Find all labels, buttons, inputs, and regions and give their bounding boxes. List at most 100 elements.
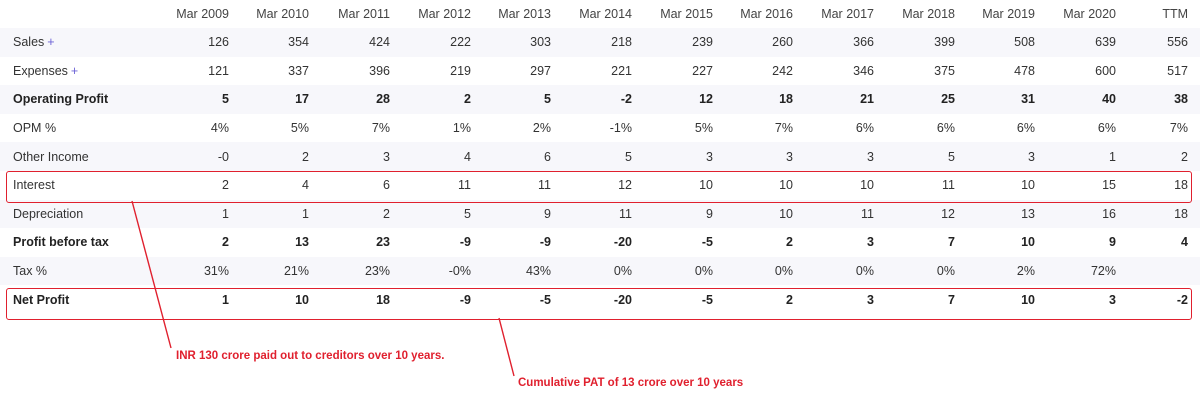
value-cell: 5% <box>694 121 713 136</box>
value-cell: 9 <box>544 206 551 221</box>
value-cell: 10 <box>860 178 874 193</box>
net-profit-annotation: Cumulative PAT of 13 crore over 10 years <box>518 377 744 389</box>
table-row: Other Income -0 2 3 4 6 5 3 3 3 5 3 1 2 <box>0 142 1200 171</box>
value-cell: 72% <box>1090 264 1116 279</box>
value-cell: 3 <box>383 149 390 164</box>
value-cell: 1 <box>222 206 229 221</box>
value-cell: 2 <box>464 92 471 107</box>
row-label: Net Profit <box>13 292 70 307</box>
column-header: Mar 2013 <box>498 7 551 21</box>
value-cell: 6 <box>544 149 551 164</box>
value-cell: 1% <box>452 121 471 136</box>
interest-highlight-box <box>6 171 1192 203</box>
value-cell: 2 <box>302 149 309 164</box>
expand-plus-icon[interactable]: + <box>47 35 55 50</box>
value-cell: 221 <box>611 63 632 78</box>
value-cell: 7% <box>1169 121 1188 136</box>
value-cell: 222 <box>450 35 471 50</box>
column-header: Mar 2019 <box>982 7 1035 21</box>
value-cell <box>1128 257 1200 286</box>
value-cell: 21 <box>860 92 874 107</box>
table-row: Tax % 31% 21% 23% -0% 43% 0% 0% 0% 0% 0% 2% 72% <box>0 256 1200 286</box>
value-cell: 375 <box>934 63 955 78</box>
value-cell: 3 <box>786 149 793 164</box>
value-cell: -5 <box>701 235 713 250</box>
value-cell: 478 <box>1014 63 1035 78</box>
value-cell: 10 <box>779 178 793 193</box>
table-row: Interest 2 4 6 11 11 12 10 10 10 11 10 15 18 <box>0 171 1200 200</box>
value-cell: 2% <box>532 121 551 136</box>
value-cell: -2 <box>1176 292 1188 307</box>
value-cell: -0% <box>448 264 471 279</box>
table-row: OPM % 4% 5% 7% 1% 2% -1% 5% 7% 6% 6% 6% 6% 7% <box>0 114 1200 143</box>
column-header: Mar 2015 <box>660 7 713 21</box>
net-profit-callout-line <box>498 317 515 377</box>
row-label-cell: Profit before tax <box>0 228 137 257</box>
column-header: Mar 2020 <box>1063 7 1116 21</box>
value-cell: 2% <box>1016 264 1035 279</box>
table-row: Depreciation 1 1 2 5 9 11 9 10 11 12 13 16 18 <box>0 199 1200 229</box>
value-cell: 10 <box>1021 178 1035 193</box>
value-cell: 2 <box>786 235 793 250</box>
value-cell: 4 <box>464 149 471 164</box>
row-label: Operating Profit <box>13 92 109 107</box>
value-cell: 10 <box>295 292 309 307</box>
value-cell: 3 <box>1028 149 1035 164</box>
value-cell: 239 <box>692 35 713 50</box>
value-cell: 23 <box>376 235 390 250</box>
value-cell: 15 <box>1102 178 1116 193</box>
row-label-cell: Other Income <box>0 142 137 171</box>
row-label: Profit before tax <box>13 235 109 250</box>
value-cell: 126 <box>208 35 229 50</box>
value-cell: 6% <box>1016 121 1035 136</box>
value-cell: 2 <box>786 292 793 307</box>
value-cell: 354 <box>288 35 309 50</box>
row-label: OPM % <box>13 121 57 136</box>
value-cell: -0 <box>217 149 229 164</box>
value-cell: 297 <box>530 63 551 78</box>
value-cell: -9 <box>459 292 471 307</box>
value-cell: 0% <box>936 264 955 279</box>
value-cell: 346 <box>853 63 874 78</box>
value-cell: 260 <box>772 35 793 50</box>
value-cell: 5 <box>948 149 955 164</box>
row-label-cell: Interest <box>0 171 137 200</box>
value-cell: 18 <box>779 92 793 107</box>
value-cell: 600 <box>1095 63 1116 78</box>
value-cell: 0% <box>855 264 874 279</box>
row-label: Tax % <box>13 264 48 279</box>
value-cell: 4 <box>302 178 309 193</box>
row-label[interactable]: Expenses <box>13 63 68 78</box>
value-cell: -20 <box>613 292 632 307</box>
value-cell: 6% <box>855 121 874 136</box>
value-cell: 7 <box>948 292 955 307</box>
header-label-column <box>0 0 137 28</box>
value-cell: 396 <box>369 63 390 78</box>
column-header: Mar 2009 <box>176 7 229 21</box>
column-header: Mar 2018 <box>902 7 955 21</box>
value-cell: 424 <box>369 35 390 50</box>
row-label-cell: Operating Profit <box>0 85 137 114</box>
value-cell: 6% <box>936 121 955 136</box>
value-cell: 5 <box>222 92 229 107</box>
table-row: Operating Profit 5 17 28 2 5 -2 12 18 21 25 31 40 38 <box>0 85 1200 114</box>
value-cell: 11 <box>458 178 471 193</box>
value-cell: 5% <box>290 121 309 136</box>
value-cell: 7% <box>774 121 793 136</box>
value-cell: 366 <box>853 35 874 50</box>
row-label-cell: Net Profit <box>0 285 137 314</box>
value-cell: 12 <box>941 206 955 221</box>
value-cell: 121 <box>208 63 229 78</box>
row-label-cell: Depreciation <box>0 200 137 229</box>
expand-plus-icon[interactable]: + <box>70 63 79 78</box>
table-body: Sales +126 354 424 222 303 218 239 260 366 399 508 6… <box>0 28 1200 314</box>
value-cell: 2 <box>1181 149 1188 164</box>
row-label-cell[interactable]: Expenses + <box>0 57 137 86</box>
row-label: Depreciation <box>13 206 84 221</box>
row-label[interactable]: Sales <box>13 35 45 50</box>
row-label-cell[interactable]: Sales + <box>0 28 137 57</box>
value-cell: 21% <box>283 264 309 279</box>
value-cell: 43% <box>525 264 551 279</box>
value-cell: 0% <box>613 264 632 279</box>
value-cell: 23% <box>364 264 390 279</box>
